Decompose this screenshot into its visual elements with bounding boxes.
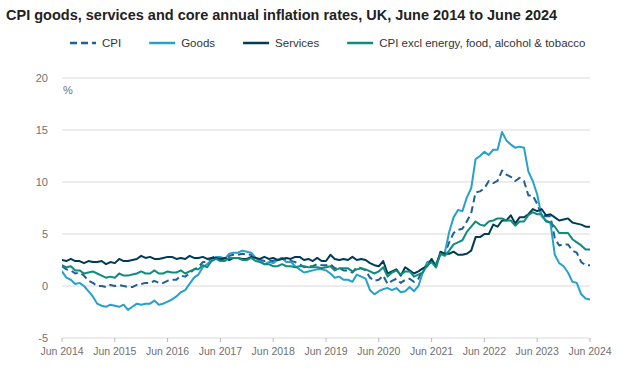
legend-key (347, 42, 373, 45)
legend-key (149, 42, 175, 45)
legend-label: CPI excl energy, food, alcohol & tobacco (379, 37, 585, 49)
tick-mark (484, 338, 485, 342)
series-line (62, 212, 590, 278)
tick-mark (378, 338, 379, 342)
grid-line (62, 130, 590, 131)
legend-label: Services (275, 37, 319, 49)
tick-mark (62, 338, 63, 342)
grid-line (62, 286, 590, 287)
y-axis: -5 0 5 10 15 20 (36, 72, 590, 344)
x-tick-label: Jun 2023 (516, 345, 559, 357)
series-line (62, 209, 590, 276)
legend-key (70, 42, 96, 45)
series-line (62, 132, 590, 310)
legend-label: Goods (181, 37, 215, 49)
legend: CPI Goods Services CPI excl energy, food, a… (70, 37, 585, 49)
x-tick-label: Jun 2015 (93, 345, 136, 357)
grid-line (62, 234, 590, 235)
x-tick-label: Jun 2016 (146, 345, 189, 357)
y-tick-label: 10 (36, 176, 48, 188)
x-tick-label: Jun 2024 (568, 345, 611, 357)
y-tick-label: 15 (36, 124, 48, 136)
y-tick-label: 5 (42, 228, 48, 240)
chart: CPI goods, services and core annual infl… (0, 0, 640, 377)
tick-mark (114, 338, 115, 342)
title: CPI goods, services and core annual infl… (6, 7, 557, 23)
x-tick-label: Jun 2021 (410, 345, 453, 357)
x-tick-label: Jun 2017 (199, 345, 242, 357)
x-tick-label: Jun 2018 (252, 345, 295, 357)
tick-mark (167, 338, 168, 342)
y-tick-label: 0 (42, 280, 48, 292)
tick-mark (326, 338, 327, 342)
legend-key (243, 42, 269, 45)
x-tick-label: Jun 2019 (304, 345, 347, 357)
y-axis-label: % (63, 84, 73, 96)
legend-label: CPI (102, 37, 121, 49)
tick-mark (431, 338, 432, 342)
x-axis: Jun 2014 Jun 2015 Jun 2016 Jun 2017 Jun 2018… (40, 338, 611, 357)
x-tick-label: Jun 2022 (463, 345, 506, 357)
plot-area (62, 132, 590, 310)
tick-mark (220, 338, 221, 342)
y-tick-label: 20 (36, 72, 48, 84)
x-tick-label: Jun 2014 (40, 345, 83, 357)
tick-mark (537, 338, 538, 342)
x-tick-label: Jun 2020 (357, 345, 400, 357)
grid-line (62, 78, 590, 79)
y-tick-label: -5 (38, 332, 48, 344)
tick-mark (590, 338, 591, 342)
tick-mark (273, 338, 274, 342)
grid-line (62, 182, 590, 183)
